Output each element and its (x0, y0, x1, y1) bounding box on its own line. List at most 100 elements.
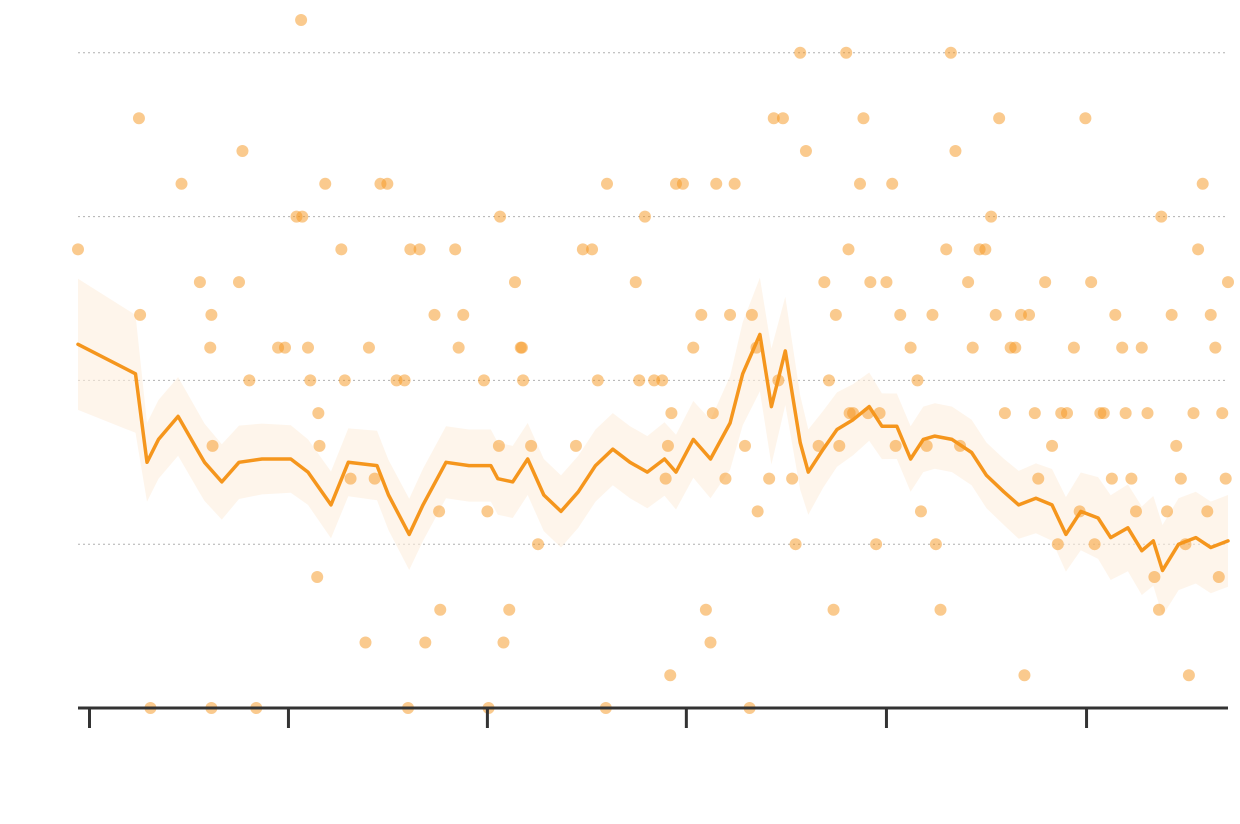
data-point (1039, 276, 1052, 289)
data-point (449, 243, 462, 256)
data-point (312, 407, 325, 420)
data-point (695, 308, 708, 321)
data-point (494, 210, 507, 223)
data-point (243, 374, 256, 387)
data-point (880, 276, 893, 289)
data-point (739, 439, 751, 452)
data-point (175, 177, 188, 190)
data-point (404, 243, 417, 256)
data-point (569, 439, 582, 452)
data-point (789, 538, 802, 551)
data-point (1032, 472, 1045, 485)
data-point (481, 505, 494, 518)
data-point (1097, 407, 1110, 420)
data-point (818, 276, 831, 289)
data-point (193, 276, 206, 289)
data-point (920, 439, 933, 452)
x-axis (78, 706, 1228, 728)
data-point (72, 243, 84, 256)
data-point (985, 210, 998, 223)
data-point (206, 439, 219, 452)
data-point (1051, 538, 1064, 551)
data-point (311, 570, 324, 583)
data-point (1153, 603, 1165, 616)
data-point (1009, 341, 1022, 354)
data-point (335, 243, 348, 256)
data-point (362, 341, 375, 354)
data-point (706, 407, 719, 420)
data-point (840, 46, 853, 59)
data-point (710, 177, 723, 190)
data-point (1148, 570, 1161, 583)
data-point (659, 472, 672, 485)
data-point (751, 505, 764, 518)
data-point (676, 177, 689, 190)
data-point (699, 603, 712, 616)
data-point (515, 341, 528, 354)
data-point (745, 308, 758, 321)
data-point (1023, 308, 1036, 321)
data-point (664, 669, 677, 682)
data-point (477, 374, 490, 387)
data-point (509, 276, 521, 289)
data-point (532, 538, 544, 551)
data-point (1116, 341, 1129, 354)
data-point (1079, 112, 1092, 125)
data-point (894, 308, 907, 321)
data-point (1109, 308, 1122, 321)
data-point (665, 407, 678, 420)
data-point (1028, 407, 1041, 420)
data-point (304, 374, 317, 387)
data-point (492, 439, 505, 452)
data-point (1219, 472, 1232, 485)
data-point (687, 341, 700, 354)
data-point (966, 341, 979, 354)
data-point (368, 472, 381, 485)
data-point (1130, 505, 1142, 518)
data-point (302, 341, 314, 354)
data-point (949, 145, 962, 158)
data-point (1067, 341, 1080, 354)
data-point (944, 46, 957, 59)
data-point (1141, 407, 1154, 420)
data-point (724, 308, 737, 321)
data-point (1196, 177, 1209, 190)
data-point (1204, 308, 1217, 321)
data-point (914, 505, 927, 518)
data-point (1105, 472, 1118, 485)
data-points (72, 14, 1234, 714)
data-point (829, 308, 842, 321)
data-point (434, 603, 447, 616)
data-point (1212, 570, 1225, 583)
data-point (934, 603, 947, 616)
data-point (661, 439, 674, 452)
data-point (457, 308, 470, 321)
data-point (776, 112, 789, 125)
confidence-band (78, 277, 1228, 616)
data-point (857, 112, 870, 125)
data-point (419, 636, 432, 649)
data-point (233, 276, 245, 289)
data-point (833, 439, 846, 452)
data-point (591, 374, 604, 387)
data-point (763, 472, 776, 485)
data-point (1174, 472, 1187, 485)
data-point (1155, 210, 1168, 223)
data-point (1088, 538, 1101, 551)
data-point (842, 243, 855, 256)
data-point (586, 243, 599, 256)
data-point (1187, 407, 1200, 420)
data-point (236, 145, 249, 158)
data-point (989, 308, 1002, 321)
data-point (503, 603, 516, 616)
data-point (134, 308, 147, 321)
data-point (452, 341, 465, 354)
data-point (719, 472, 732, 485)
data-point (904, 341, 917, 354)
data-point (911, 374, 924, 387)
data-point (517, 374, 530, 387)
trend-line (76, 332, 1230, 573)
data-point (525, 439, 538, 452)
data-point (1046, 439, 1059, 452)
data-point (1182, 669, 1195, 682)
